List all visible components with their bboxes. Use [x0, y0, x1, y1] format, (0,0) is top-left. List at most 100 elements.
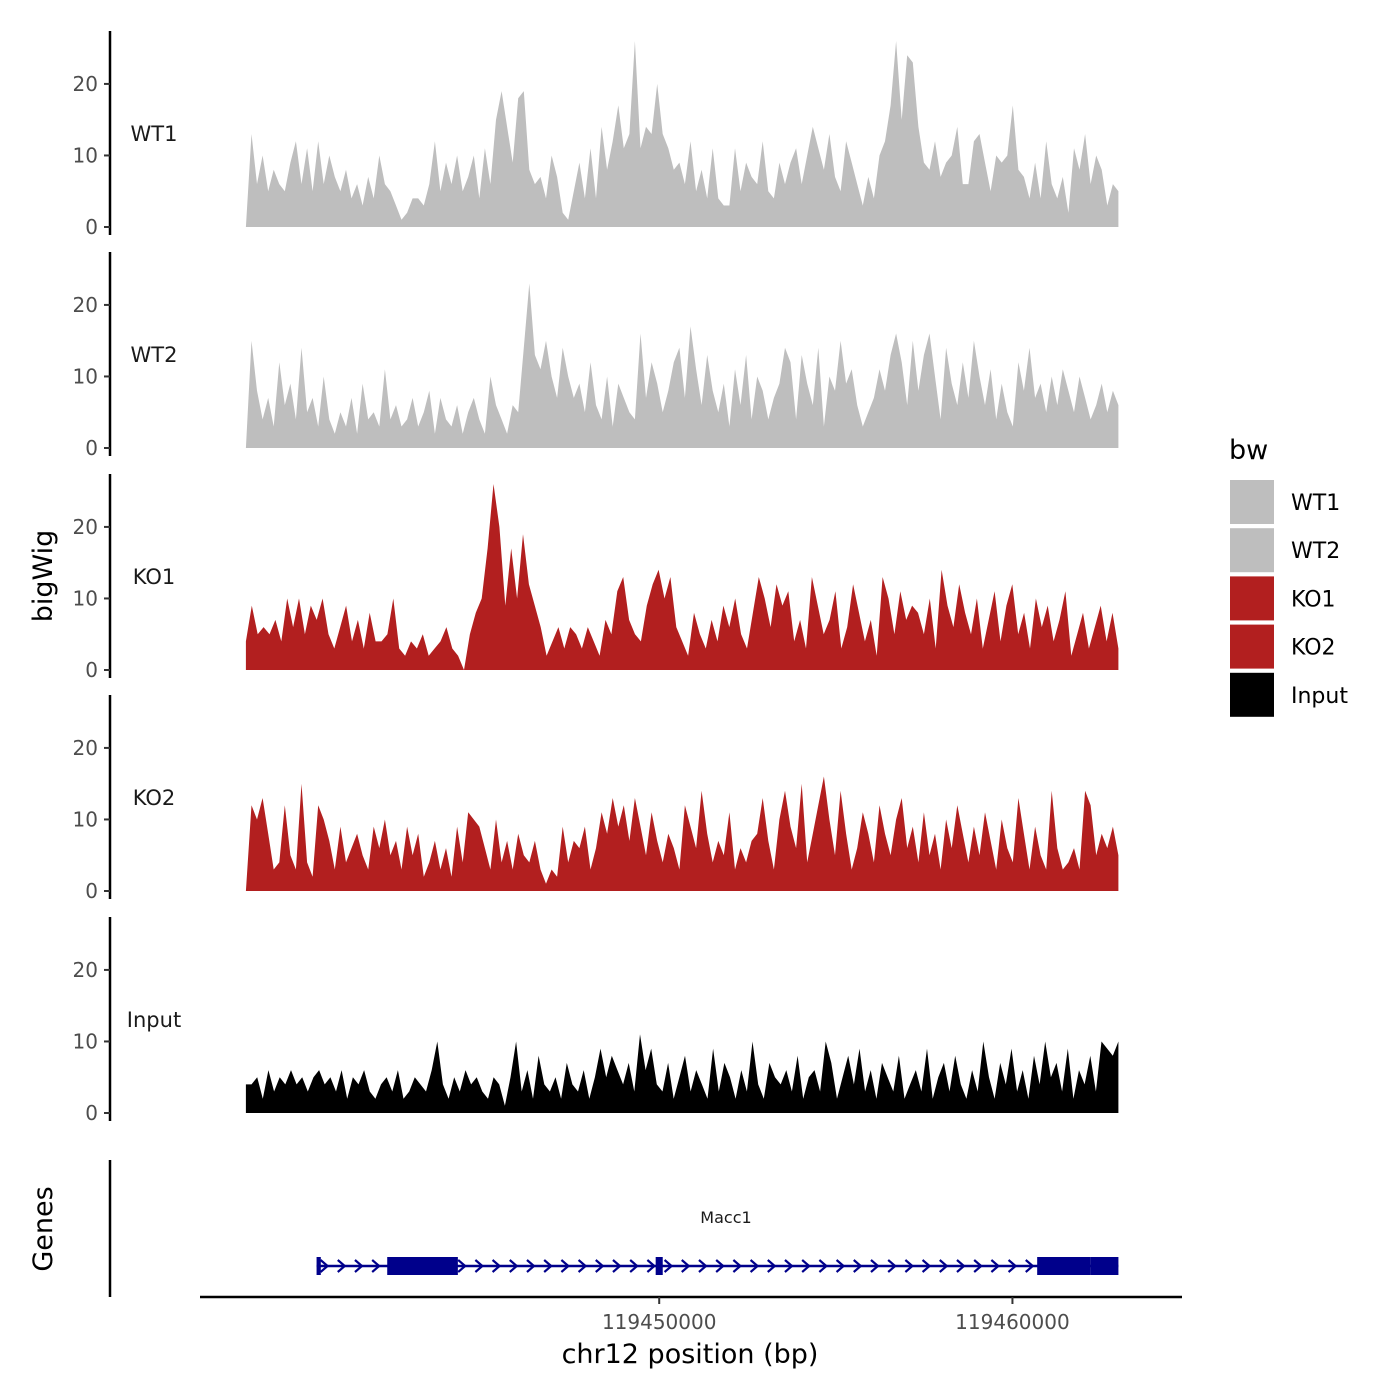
- strand-arrow: [956, 1259, 966, 1273]
- strand-arrow: [1007, 1259, 1018, 1273]
- x-tick-label: 119460000: [955, 1310, 1070, 1334]
- gene-Macc1: Macc1: [316, 1208, 1119, 1275]
- signal-area-WT1: [245, 41, 1119, 227]
- legend-label: KO2: [1291, 636, 1336, 661]
- legend-swatch: [1230, 672, 1274, 717]
- strand-arrow: [921, 1259, 932, 1273]
- gene-exon: [655, 1257, 663, 1275]
- genes-panel: Macc1: [108, 1160, 1119, 1297]
- strand-arrow: [939, 1259, 949, 1273]
- x-axis: 119450000 119460000: [200, 1295, 1182, 1334]
- legend-swatch: [1230, 576, 1274, 621]
- signal-area-KO2: [245, 776, 1119, 891]
- strand-arrow: [543, 1259, 553, 1273]
- strand-arrow: [663, 1259, 674, 1273]
- strand-arrow: [337, 1259, 347, 1273]
- strand-arrow: [853, 1259, 863, 1273]
- gene-name-label: Macc1: [700, 1208, 751, 1227]
- y-tick-label: 10: [73, 586, 98, 610]
- strand-arrow: [509, 1259, 519, 1273]
- track-WT1: 0 10 20 WT1: [73, 31, 1119, 239]
- track-Input: 0 10 20 Input: [73, 917, 1119, 1125]
- genes-axis-title: Genes: [28, 1186, 59, 1271]
- legend-entry-KO1: KO1: [1230, 576, 1336, 621]
- strand-arrow: [457, 1259, 467, 1273]
- gene-exon: [316, 1257, 321, 1275]
- legend-entry-WT1: WT1: [1230, 480, 1340, 524]
- y-tick-label: 0: [85, 658, 98, 682]
- signal-area-KO1: [245, 484, 1119, 670]
- strand-arrow: [319, 1259, 330, 1273]
- y-tick-label: 20: [73, 293, 98, 317]
- strand-arrow: [474, 1259, 485, 1273]
- signal-area-Input: [245, 1034, 1119, 1113]
- strand-arrow: [784, 1259, 794, 1273]
- strand-arrow: [560, 1259, 571, 1273]
- strand-arrow: [870, 1259, 880, 1273]
- y-tick-label: 20: [73, 958, 98, 982]
- y-tick-label: 10: [73, 143, 98, 167]
- y-tick-label: 20: [73, 72, 98, 96]
- strand-arrow: [526, 1259, 536, 1273]
- y-tick-label: 20: [73, 736, 98, 760]
- legend-label: WT2: [1291, 539, 1340, 564]
- strand-arrow: [887, 1259, 897, 1273]
- track-label-WT2: WT2: [131, 343, 178, 367]
- legend-entry-KO2: KO2: [1230, 624, 1336, 669]
- track-KO2: 0 10 20 KO2: [73, 695, 1119, 903]
- strand-arrow: [767, 1259, 777, 1273]
- strand-arrow: [577, 1259, 588, 1273]
- y-tick-label: 0: [85, 215, 98, 239]
- legend-swatch: [1230, 480, 1274, 524]
- strand-arrow: [595, 1259, 605, 1273]
- legend-label: Input: [1291, 684, 1348, 709]
- strand-arrow: [1025, 1259, 1035, 1273]
- strand-arrow: [835, 1259, 846, 1273]
- strand-arrow: [698, 1259, 708, 1273]
- legend-swatch: [1230, 624, 1274, 669]
- x-tick-label: 119450000: [602, 1310, 717, 1334]
- legend-entry-WT2: WT2: [1230, 528, 1340, 573]
- strand-arrow: [629, 1259, 639, 1273]
- gene-exon: [1037, 1257, 1091, 1275]
- legend-label: WT1: [1291, 491, 1340, 516]
- strand-arrow: [371, 1259, 381, 1273]
- legend-entry-Input: Input: [1230, 672, 1348, 717]
- track-WT2: 0 10 20 WT2: [73, 252, 1119, 460]
- signal-area-WT2: [245, 283, 1119, 448]
- legend-label: KO1: [1291, 587, 1336, 612]
- legend-swatch: [1230, 528, 1274, 573]
- strand-arrow: [990, 1259, 1001, 1273]
- strand-arrow: [749, 1259, 760, 1273]
- y-tick-label: 0: [85, 1101, 98, 1125]
- y-tick-label: 0: [85, 879, 98, 903]
- track-label-Input: Input: [127, 1008, 181, 1032]
- y-tick-label: 10: [73, 807, 98, 831]
- gene-exon: [387, 1257, 458, 1275]
- track-label-WT1: WT1: [131, 122, 178, 146]
- strand-arrow: [491, 1259, 502, 1273]
- strand-arrow: [973, 1259, 983, 1273]
- strand-arrow: [801, 1259, 811, 1273]
- strand-arrow: [354, 1259, 364, 1273]
- strand-arrow: [681, 1259, 691, 1273]
- track-label-KO1: KO1: [133, 565, 176, 589]
- x-axis-title: chr12 position (bp): [562, 1339, 819, 1370]
- y-tick-label: 10: [73, 364, 98, 388]
- track-label-KO2: KO2: [133, 786, 176, 810]
- y-tick-label: 10: [73, 1029, 98, 1053]
- strand-arrow: [715, 1259, 725, 1273]
- y-tick-label: 20: [73, 515, 98, 539]
- track-KO1: 0 10 20 KO1: [73, 474, 1119, 682]
- strand-arrow: [818, 1259, 829, 1273]
- strand-arrow: [904, 1259, 915, 1273]
- y-axis-title: bigWig: [28, 530, 59, 623]
- strand-arrow: [646, 1259, 657, 1273]
- strand-arrow: [612, 1259, 622, 1273]
- legend-title: bw: [1229, 435, 1268, 466]
- legend: bw WT1 WT2 KO1 KO2 Input: [1229, 435, 1348, 717]
- y-tick-label: 0: [85, 436, 98, 460]
- signal-tracks: 0 10 20 WT1 0 10 20 WT2 0 10 20 KO1 0 10 20 KO2 0 10 20 Inp…: [73, 31, 1119, 1125]
- strand-arrow: [732, 1259, 743, 1273]
